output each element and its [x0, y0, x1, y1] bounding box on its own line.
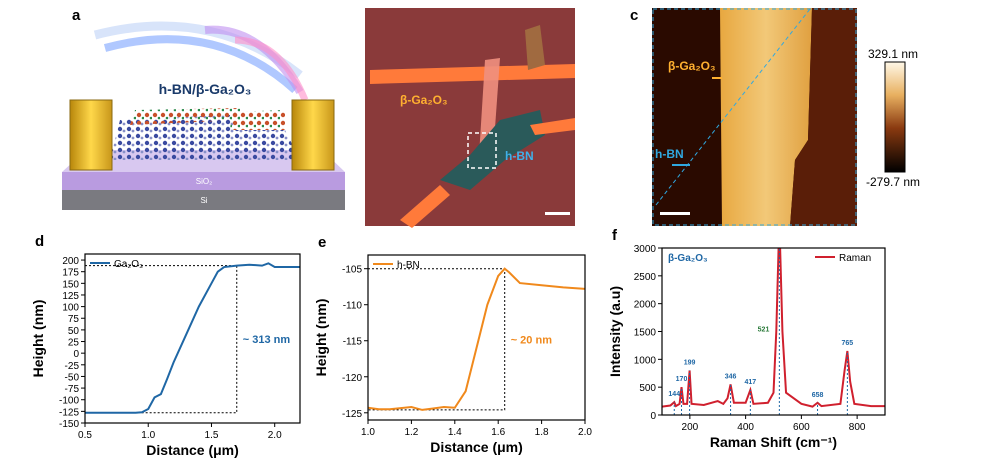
y-tick-label: -150 [59, 419, 79, 430]
peak-label: 144 [668, 391, 680, 398]
x-tick-label: 1.0 [141, 430, 155, 441]
peak-label: 765 [842, 340, 854, 347]
line [662, 248, 885, 408]
label: β-Ga₂O₃ [668, 59, 716, 73]
x-tick-label: 1.8 [535, 427, 549, 438]
y-tick-label: -100 [59, 396, 79, 407]
y-tick-label: 3000 [634, 244, 657, 255]
peak-label: 521 [758, 327, 770, 334]
x-tick-label: 0.5 [78, 430, 92, 441]
x-tick-label: 200 [682, 422, 699, 433]
y-tick-label: 200 [62, 256, 79, 267]
axes-frame [661, 247, 886, 416]
y-tick-label: -105 [342, 265, 362, 276]
y-axis-label: Height (nm) [30, 300, 46, 378]
line [368, 267, 585, 411]
panel-letter: c [630, 7, 638, 24]
legend-label: h-BN [397, 260, 420, 271]
y-tick-label: 25 [68, 338, 80, 349]
legend-label: Ga₂O₃ [114, 259, 143, 270]
y-tick-label: 2000 [634, 300, 657, 311]
y-tick-label: -75 [65, 384, 80, 395]
x-axis-label: Distance (μm) [146, 442, 239, 458]
y-tick-label: 100 [62, 303, 79, 314]
x-tick-label: 1.6 [491, 427, 505, 438]
x-tick-label: 1.2 [404, 427, 418, 438]
y-tick-label: 1000 [634, 355, 657, 366]
legend-label: Raman [839, 253, 871, 264]
x-tick-label: 400 [737, 422, 754, 433]
y-tick-label: 150 [62, 279, 79, 290]
peak-label: 170 [676, 376, 688, 383]
subtitle: β-Ga₂O₃ [668, 253, 708, 264]
x-tick-label: 2.0 [578, 427, 592, 438]
x-tick-label: 2.0 [268, 430, 282, 441]
peak-label: 346 [725, 373, 737, 380]
x-tick-label: 800 [849, 422, 866, 433]
chart: e -125 -120 -115 -110 -105 1.0 1.2 1.4 1.6 1.8 2.0 D… [313, 234, 592, 455]
y-tick-label: 0 [73, 349, 79, 360]
y-axis-label: Intensity (a.u) [607, 286, 623, 377]
y-tick-label: -25 [65, 361, 80, 372]
axes-frame [367, 254, 586, 421]
y-tick-label: 1500 [634, 328, 657, 339]
x-axis-label: Distance (μm) [430, 439, 523, 455]
guide-line [85, 265, 238, 414]
panel-letter: e [318, 234, 326, 251]
label: h-BN [505, 149, 534, 163]
chart: d -150-125-100-75-50-25025507510012515017… [30, 233, 301, 458]
y-tick-label: 50 [68, 326, 80, 337]
line [85, 262, 300, 414]
panel-c: c β-Ga₂O₃ h-BN 329.1 nm -279.7 nm [630, 7, 920, 226]
colorbar-label: 329.1 nm [868, 47, 918, 61]
layer-label: Si [200, 196, 207, 205]
peak-label: 658 [812, 392, 824, 399]
y-axis-label: Height (nm) [313, 299, 329, 377]
y-tick-label: -110 [343, 301, 363, 312]
y-tick-label: 125 [62, 291, 79, 302]
x-tick-label: 1.5 [205, 430, 219, 441]
axes-frame [84, 253, 301, 424]
label: h-BN [655, 147, 684, 161]
peak-label: 199 [684, 359, 696, 366]
panel-a: a h-BN/β-Ga₂O₃ SiO₂ Si [62, 7, 345, 210]
y-tick-label: -120 [342, 373, 362, 384]
panel-letter: f [612, 227, 618, 244]
x-tick-label: 1.0 [361, 427, 375, 438]
x-tick-label: 600 [793, 422, 810, 433]
label: β-Ga₂O₃ [400, 93, 448, 107]
y-tick-label: 2500 [634, 272, 657, 283]
y-tick-label: -125 [342, 409, 362, 420]
charts: d-150-125-100-75-50-25025507510012515017… [30, 227, 886, 458]
y-tick-label: 175 [62, 268, 79, 279]
x-tick-label: 1.4 [448, 427, 462, 438]
layer-label: SiO₂ [196, 177, 212, 186]
y-tick-label: 500 [639, 383, 656, 394]
label: h-BN/β-Ga₂O₃ [159, 81, 252, 97]
y-tick-label: -125 [59, 407, 79, 418]
guide-line [368, 268, 506, 411]
panel-b: b β-Ga₂O₃ h-BN [365, 7, 575, 228]
annotation: ~ 313 nm [243, 334, 291, 346]
panel-letter: d [35, 233, 44, 250]
colorbar-label: -279.7 nm [866, 175, 920, 189]
peak-label: 417 [745, 379, 757, 386]
y-tick-label: -50 [65, 372, 80, 383]
annotation: ~ 20 nm [511, 334, 552, 346]
panel-letter: a [72, 7, 81, 24]
y-tick-label: 75 [68, 314, 80, 325]
y-tick-label: 0 [650, 411, 656, 422]
y-tick-label: -115 [343, 337, 363, 348]
x-axis-label: Raman Shift (cm⁻¹) [710, 434, 837, 450]
chart: f 0 500 1000 1500 2000 2500 3000 200 400 600 800 Ram… [607, 227, 886, 450]
